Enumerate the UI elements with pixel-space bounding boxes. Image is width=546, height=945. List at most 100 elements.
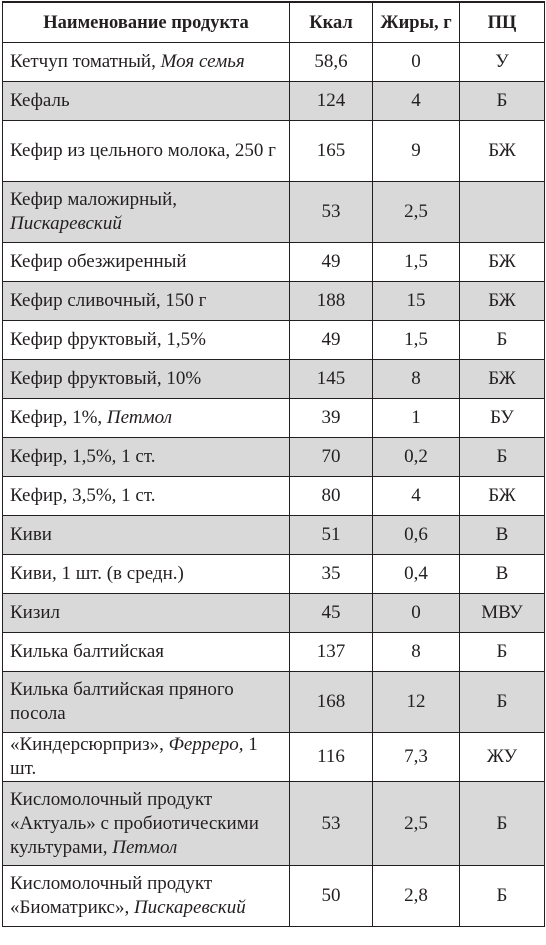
product-name: Кисломолочный продукт «Актуаль» с пробио…: [10, 788, 259, 858]
kcal-cell: 145: [289, 359, 373, 399]
pc-cell: Б: [459, 320, 545, 360]
pc-cell: БУ: [459, 398, 545, 438]
product-name: Кефир сливочный, 150 г: [10, 290, 207, 311]
pc-cell: ЖУ: [459, 732, 545, 782]
table-row: Кефир сливочный, 150 г 188 15 БЖ: [2, 281, 545, 321]
product-name: Кефир, 1%,: [10, 407, 107, 428]
product-name: Килька балтийская: [10, 641, 165, 662]
product-brand: Петмол: [106, 407, 172, 428]
product-name: Киви: [10, 524, 52, 545]
product-name-cell: Кефир, 1,5%, 1 ст.: [2, 437, 290, 477]
product-name-cell: Кефаль: [2, 81, 290, 121]
product-name-cell: Кефир фруктовый, 10%: [2, 359, 290, 399]
pc-cell: БЖ: [459, 120, 545, 182]
product-brand: Петмол: [112, 836, 178, 858]
table-header: Наименование продукта Ккал Жиры, г ПЦ: [2, 1, 545, 43]
table-row: Килька балтийская пряного посола 168 12 …: [2, 671, 545, 733]
fat-cell: 0,6: [372, 515, 460, 555]
pc-cell: Б: [459, 632, 545, 672]
header-product-name: Наименование продукта: [2, 1, 290, 43]
product-name-cell: Кисломолочный продукт «Биоматрикс», Писк…: [2, 865, 290, 927]
product-name: Кефаль: [10, 90, 70, 111]
table-row: Кефир, 3,5%, 1 ст. 80 4 БЖ: [2, 476, 545, 516]
table-row: Киви, 1 шт. (в средн.) 35 0,4 В: [2, 554, 545, 594]
table-row: Кисломолочный продукт «Актуаль» с пробио…: [2, 781, 545, 866]
table-row: Киви 51 0,6 В: [2, 515, 545, 555]
product-name: Кефир, 1,5%, 1 ст.: [10, 446, 156, 467]
product-name: Кефир обезжиренный: [10, 251, 187, 272]
product-brand: Ферреро,: [168, 734, 244, 755]
product-name-cell: Кефир фруктовый, 1,5%: [2, 320, 290, 360]
header-fat: Жиры, г: [372, 1, 460, 43]
product-name: Кисломолочный продукт «Биоматрикс»,: [10, 873, 213, 918]
kcal-cell: 50: [289, 865, 373, 927]
pc-cell: [459, 181, 545, 243]
fat-cell: 15: [372, 281, 460, 321]
fat-cell: 7,3: [372, 732, 460, 782]
fat-cell: 8: [372, 359, 460, 399]
kcal-cell: 80: [289, 476, 373, 516]
product-brand: Пискаревский: [10, 213, 122, 234]
pc-cell: Б: [459, 865, 545, 927]
table-row: Кефир обезжиренный 49 1,5 БЖ: [2, 242, 545, 282]
kcal-cell: 49: [289, 320, 373, 360]
product-name-cell: Кефир, 1%, Петмол: [2, 398, 290, 438]
product-name-suffix: 1 шт.: [10, 734, 258, 779]
table-row: Кефир, 1%, Петмол 39 1 БУ: [2, 398, 545, 438]
fat-cell: 0: [372, 593, 460, 633]
fat-cell: 4: [372, 476, 460, 516]
table-row: Кисломолочный продукт «Биоматрикс», Писк…: [2, 865, 545, 927]
product-name-cell: Килька балтийская: [2, 632, 290, 672]
product-name-cell: Кетчуп томатный, Моя семья: [2, 42, 290, 82]
fat-cell: 4: [372, 81, 460, 121]
kcal-cell: 165: [289, 120, 373, 182]
pc-cell: В: [459, 554, 545, 594]
product-name: «Киндерсюрприз»,: [10, 734, 169, 755]
header-kcal: Ккал: [289, 1, 373, 43]
kcal-cell: 51: [289, 515, 373, 555]
pc-cell: БЖ: [459, 476, 545, 516]
pc-cell: Б: [459, 671, 545, 733]
fat-cell: 2,5: [372, 181, 460, 243]
product-name-cell: Кизил: [2, 593, 290, 633]
table-body: Кетчуп томатный, Моя семья 58,6 0 У Кефа…: [2, 42, 545, 927]
kcal-cell: 124: [289, 81, 373, 121]
product-name: Кефир фруктовый, 1,5%: [10, 329, 206, 350]
table-row: Кефаль 124 4 Б: [2, 81, 545, 121]
table-row: Кефир фруктовый, 1,5% 49 1,5 Б: [2, 320, 545, 360]
product-name-cell: Киви, 1 шт. (в средн.): [2, 554, 290, 594]
fat-cell: 2,8: [372, 865, 460, 927]
nutrition-table: Наименование продукта Ккал Жиры, г ПЦ Ке…: [2, 1, 545, 927]
fat-cell: 1,5: [372, 242, 460, 282]
table-row: Кизил 45 0 МВУ: [2, 593, 545, 633]
product-brand: Моя семья: [160, 51, 245, 72]
table-row: Килька балтийская 137 8 Б: [2, 632, 545, 672]
product-name: Киви, 1 шт. (в средн.): [10, 563, 184, 584]
kcal-cell: 58,6: [289, 42, 373, 82]
fat-cell: 1,5: [372, 320, 460, 360]
pc-cell: В: [459, 515, 545, 555]
pc-cell: БЖ: [459, 242, 545, 282]
product-name-cell: Кисломолочный продукт «Актуаль» с пробио…: [2, 781, 290, 866]
table-row: «Киндерсюрприз», Ферреро, 1 шт. 116 7,3 …: [2, 732, 545, 782]
kcal-cell: 70: [289, 437, 373, 477]
fat-cell: 12: [372, 671, 460, 733]
table-row: Кефир маложирный, Пискаревский 53 2,5: [2, 181, 545, 243]
kcal-cell: 53: [289, 181, 373, 243]
product-name: Кефир маложирный,: [10, 189, 177, 210]
pc-cell: У: [459, 42, 545, 82]
pc-cell: Б: [459, 781, 545, 866]
kcal-cell: 168: [289, 671, 373, 733]
product-name-cell: Кефир маложирный, Пискаревский: [2, 181, 290, 243]
product-name-cell: «Киндерсюрприз», Ферреро, 1 шт.: [2, 732, 290, 782]
product-name: Кефир из цельного молока, 250 г: [10, 140, 276, 161]
product-brand: Пискаревский: [133, 897, 246, 918]
kcal-cell: 49: [289, 242, 373, 282]
product-name: Кизил: [10, 602, 60, 623]
fat-cell: 0,4: [372, 554, 460, 594]
table-row: Кефир, 1,5%, 1 ст. 70 0,2 Б: [2, 437, 545, 477]
table-row: Кетчуп томатный, Моя семья 58,6 0 У: [2, 42, 545, 82]
product-name-cell: Кефир из цельного молока, 250 г: [2, 120, 290, 182]
kcal-cell: 35: [289, 554, 373, 594]
pc-cell: МВУ: [459, 593, 545, 633]
